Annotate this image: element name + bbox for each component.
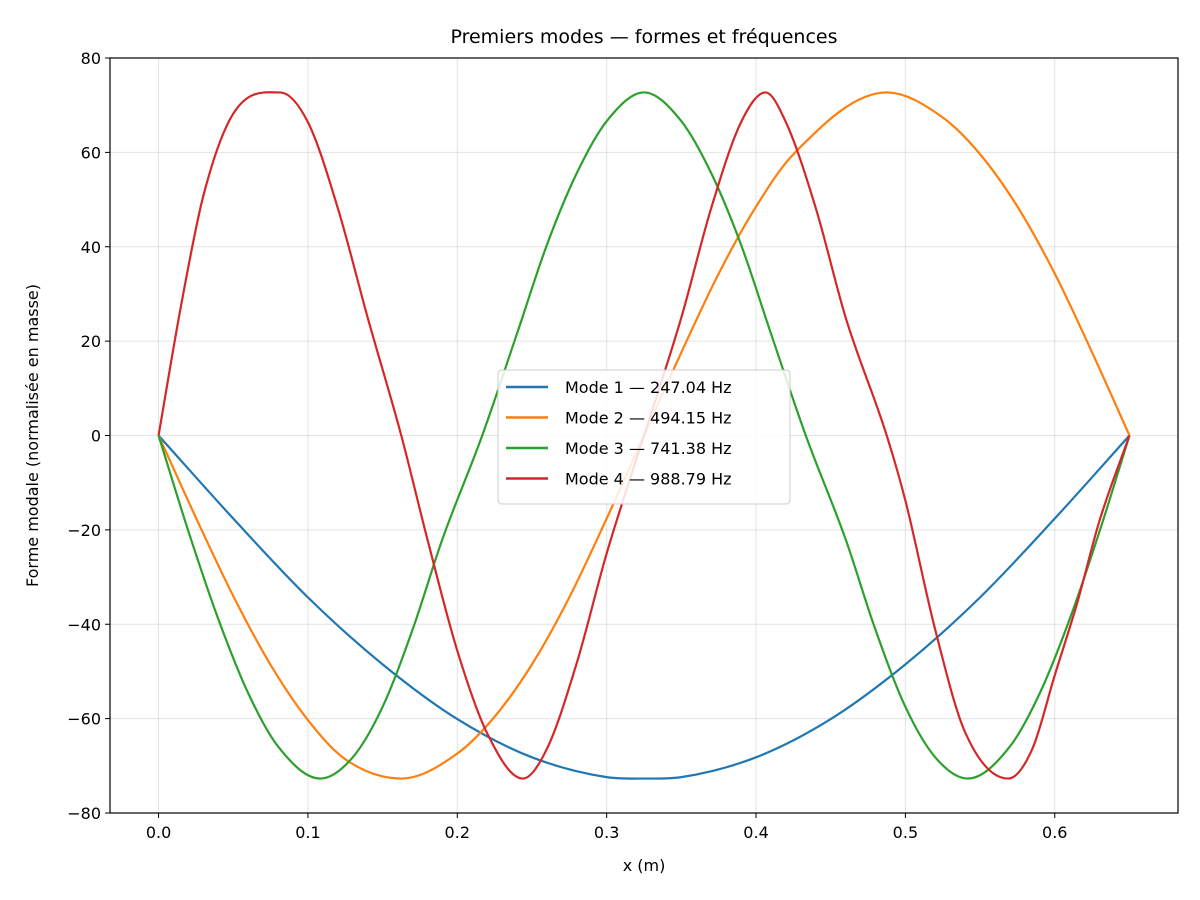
x-tick-label: 0.5 — [893, 823, 918, 842]
y-tick-label: 0 — [91, 427, 101, 446]
y-tick-label: −80 — [67, 804, 101, 823]
x-tick-label: 0.2 — [445, 823, 470, 842]
y-tick-label: 40 — [81, 238, 101, 257]
y-tick-label: 80 — [81, 49, 101, 68]
x-tick-label: 0.6 — [1042, 823, 1067, 842]
axis-ticks: 0.0 0.1 0.2 0.3 0.4 0.5 0.6 −80 −60 −40 −20 0 20 40 60… — [67, 49, 1067, 842]
y-axis-label: Forme modale (normalisée en masse) — [23, 284, 42, 587]
legend-box — [497, 369, 791, 505]
legend-label-mode-2: Mode 2 — 494.15 Hz — [565, 409, 732, 428]
x-tick-label: 0.0 — [146, 823, 171, 842]
legend: Mode 1 — 247.04 Hz Mode 2 — 494.15 Hz Mode… — [497, 369, 791, 505]
legend-label-mode-3: Mode 3 — 741.38 Hz — [565, 439, 732, 458]
chart-title: Premiers modes — formes et fréquences — [450, 26, 837, 48]
x-tick-label: 0.4 — [743, 823, 768, 842]
x-tick-label: 0.1 — [295, 823, 320, 842]
series-line-mode-3 — [157, 91, 1131, 780]
y-tick-label: −20 — [67, 521, 101, 540]
series-line-mode-1 — [157, 434, 1131, 780]
legend-label-mode-1: Mode 1 — 247.04 Hz — [565, 378, 732, 397]
x-axis-label: x (m) — [623, 856, 666, 875]
x-tick-label: 0.3 — [594, 823, 619, 842]
y-tick-label: 60 — [81, 143, 101, 162]
y-tick-label: −40 — [67, 615, 101, 634]
y-tick-label: 20 — [81, 332, 101, 351]
y-tick-label: −60 — [67, 710, 101, 729]
legend-label-mode-4: Mode 4 — 988.79 Hz — [565, 470, 732, 489]
